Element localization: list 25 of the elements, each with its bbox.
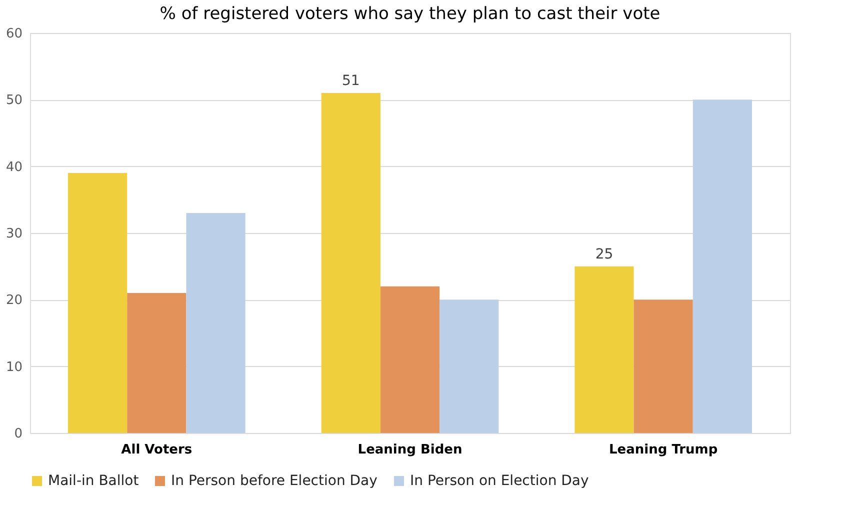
data-label: 51 [342,73,360,89]
x-tick-label: Leaning Trump [609,442,718,458]
y-tick-label: 0 [14,426,22,442]
chart-title: % of registered voters who say they plan to cast their vote [160,4,660,24]
y-tick-label: 40 [6,160,22,175]
y-tick-label: 10 [6,360,22,375]
y-tick-label: 30 [6,226,22,242]
bar [186,213,246,433]
data-label: 25 [595,246,614,262]
y-tick-label: 20 [6,293,22,308]
legend-label: In Person on Election Day [410,473,589,489]
bar [380,286,440,433]
bar [127,293,186,433]
bar [321,93,380,433]
x-tick-label: Leaning Biden [358,442,462,458]
y-tick-label: 50 [6,93,22,108]
bar [574,266,634,433]
legend-label: Mail-in Ballot [48,473,140,489]
bar [68,173,128,433]
bar [692,100,752,433]
x-tick-label: All Voters [121,442,192,458]
bar [634,300,693,433]
bar [440,300,499,433]
y-tick-label: 60 [6,26,22,42]
legend-label: In Person before Election Day [171,473,378,489]
